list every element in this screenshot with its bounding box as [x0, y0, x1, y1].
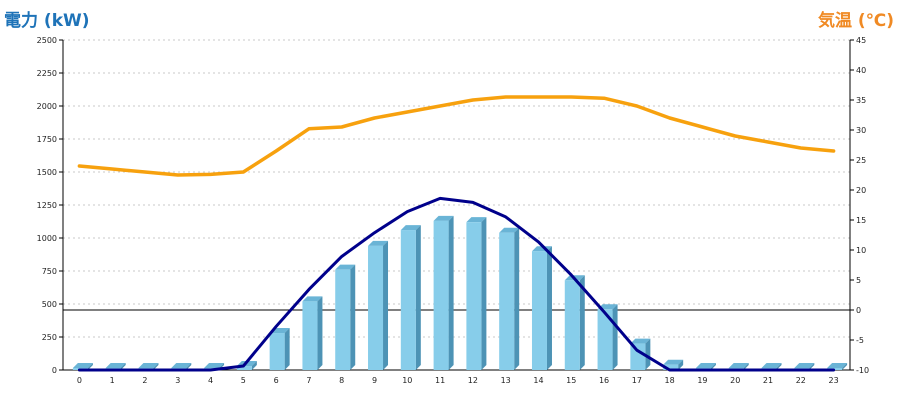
- right-tick-label: 20: [856, 186, 866, 195]
- left-tick-label: 2250: [37, 69, 57, 78]
- power-bar: [368, 240, 389, 370]
- x-tick-label: 1: [110, 376, 115, 385]
- left-tick-label: 1000: [37, 234, 57, 243]
- x-tick-label: 14: [533, 376, 543, 385]
- x-tick-label: 3: [175, 376, 180, 385]
- right-tick-label: 0: [856, 306, 861, 315]
- power-bar: [499, 227, 520, 370]
- power-bar: [400, 225, 421, 370]
- x-tick-label: 22: [796, 376, 806, 385]
- left-axis-title: 電力 (kW): [4, 11, 90, 31]
- x-tick-label: 6: [274, 376, 279, 385]
- power-bar: [663, 359, 684, 370]
- x-tick-label: 18: [665, 376, 675, 385]
- right-tick-label: 10: [856, 246, 866, 255]
- power-line: [77, 196, 836, 372]
- left-tick-label: 1500: [37, 168, 57, 177]
- power-bar: [433, 215, 454, 370]
- right-axis-title: 気温 (℃): [817, 11, 894, 31]
- x-tick-label: 23: [829, 376, 839, 385]
- temperature-line: [77, 95, 836, 177]
- x-tick-label: 8: [339, 376, 344, 385]
- left-tick-label: 250: [42, 333, 57, 342]
- left-tick-label: 500: [42, 300, 57, 309]
- x-tick-label: 19: [697, 376, 707, 385]
- x-tick-label: 10: [402, 376, 412, 385]
- left-tick-label: 0: [52, 366, 57, 375]
- right-tick-label: 45: [856, 36, 866, 45]
- right-tick-label: -10: [856, 366, 869, 375]
- x-tick-label: 2: [142, 376, 147, 385]
- x-tick-label: 0: [77, 376, 82, 385]
- x-tick-label: 11: [435, 376, 445, 385]
- left-tick-label: 750: [42, 267, 57, 276]
- power-bar: [630, 338, 651, 370]
- x-tick-label: 7: [306, 376, 311, 385]
- x-tick-label: 5: [241, 376, 246, 385]
- left-tick-label: 2000: [37, 102, 57, 111]
- power-bar: [335, 264, 356, 370]
- right-tick-label: 40: [856, 66, 866, 75]
- power-bar: [531, 246, 552, 370]
- power-bar: [466, 217, 487, 370]
- right-tick-label: 30: [856, 126, 866, 135]
- x-tick-label: 15: [566, 376, 576, 385]
- x-tick-label: 12: [468, 376, 478, 385]
- power-bar: [564, 275, 585, 370]
- power-bar: [269, 328, 290, 370]
- x-tick-label: 9: [372, 376, 377, 385]
- right-tick-label: -5: [856, 336, 864, 345]
- left-tick-label: 1250: [37, 201, 57, 210]
- x-tick-label: 4: [208, 376, 213, 385]
- x-tick-label: 21: [763, 376, 773, 385]
- x-tick-label: 20: [730, 376, 740, 385]
- x-tick-label: 13: [501, 376, 511, 385]
- left-tick-label: 1750: [37, 135, 57, 144]
- left-tick-label: 2500: [37, 36, 57, 45]
- right-tick-label: 5: [856, 276, 861, 285]
- power-bar: [302, 296, 323, 370]
- right-tick-label: 15: [856, 216, 866, 225]
- right-tick-label: 25: [856, 156, 866, 165]
- right-tick-label: 35: [856, 96, 866, 105]
- x-tick-label: 16: [599, 376, 609, 385]
- x-tick-label: 17: [632, 376, 642, 385]
